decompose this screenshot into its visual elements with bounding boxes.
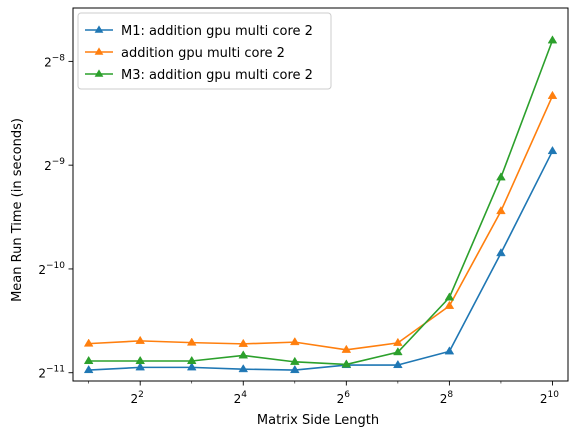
series-layer (83, 35, 558, 374)
data-point (547, 90, 558, 99)
data-point (496, 206, 506, 215)
y-tick-label: 2−9 (44, 157, 65, 173)
data-point (393, 347, 403, 356)
data-point (83, 338, 94, 347)
y-axis-label: Mean Run Time (in seconds) (10, 118, 25, 302)
legend-marker (94, 47, 104, 55)
y-tick-label: 2−8 (44, 53, 65, 69)
legend: M1: addition gpu multi core 2 addition gp… (77, 12, 332, 90)
data-point (444, 300, 455, 309)
x-axis-label: Matrix Side Length (257, 413, 379, 428)
y-tick-label: 2−11 (38, 365, 65, 381)
legend-label: M3: addition gpu multi core 2 (121, 68, 313, 83)
axes-layer: 22 24 26 28 210 2−11 2−10 2−9 2−8 (38, 7, 569, 406)
series-line (88, 40, 554, 366)
data-point (238, 338, 249, 347)
data-point (135, 335, 146, 344)
series-2 (83, 90, 558, 353)
legend-item-2: addition gpu multi core 2 (85, 46, 285, 61)
x-tick-label: 210 (540, 390, 559, 406)
series-line (88, 95, 554, 351)
data-point (186, 337, 197, 346)
legend-item-1: M1: addition gpu multi core 2 (85, 24, 313, 39)
data-point (289, 337, 300, 346)
legend-label: M1: addition gpu multi core 2 (121, 24, 313, 39)
series-line (88, 150, 554, 371)
data-point (444, 292, 455, 301)
data-point (496, 172, 506, 181)
series-1 (83, 145, 558, 374)
legend-marker (94, 69, 104, 77)
data-point (393, 337, 403, 346)
data-point (83, 355, 94, 365)
plot-frame (72, 7, 569, 382)
data-point (393, 359, 403, 369)
x-tick-label: 28 (440, 390, 454, 406)
legend-marker (94, 25, 104, 33)
x-tick-label: 26 (337, 390, 351, 406)
data-point (289, 356, 300, 365)
data-point (496, 248, 506, 257)
data-point (547, 145, 558, 155)
data-point (83, 364, 94, 374)
legend-frame (77, 12, 332, 90)
legend-label: addition gpu multi core 2 (121, 46, 285, 61)
y-tick-label: 2−10 (38, 261, 65, 277)
data-point (238, 350, 249, 359)
data-point (547, 35, 558, 44)
data-point (186, 355, 197, 365)
legend-item-3: M3: addition gpu multi core 2 (85, 68, 313, 83)
series-3 (83, 35, 558, 368)
data-point (341, 359, 352, 368)
data-point (238, 364, 249, 373)
data-point (186, 362, 197, 371)
data-point (135, 355, 146, 365)
data-point (289, 364, 300, 374)
data-point (135, 362, 146, 371)
data-point (444, 346, 455, 355)
x-tick-label: 24 (234, 390, 248, 406)
data-point (341, 344, 352, 353)
x-tick-label: 22 (131, 390, 144, 406)
